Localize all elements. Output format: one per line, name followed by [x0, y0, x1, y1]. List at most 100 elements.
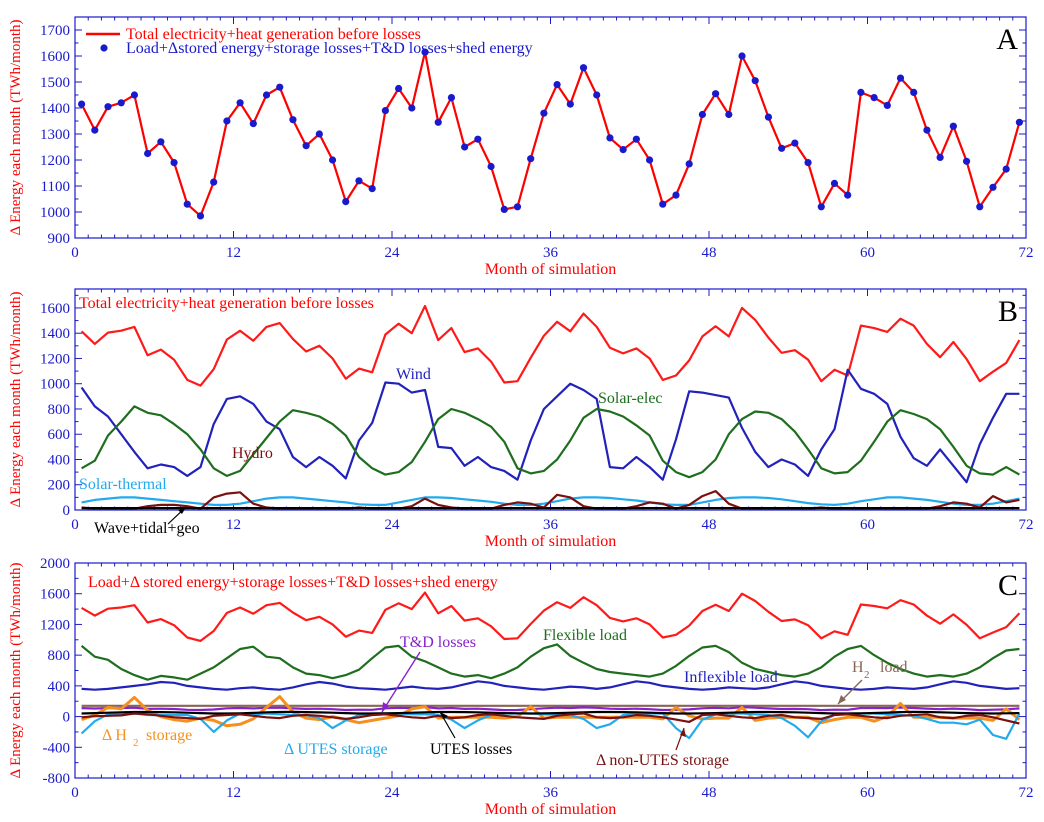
series-line: [81, 680, 1020, 691]
data-point: [130, 91, 139, 99]
y-tick-label: 200: [48, 478, 71, 494]
annotation-label: Δ non-UTES storage: [596, 752, 729, 769]
y-tick-label: 1200: [40, 351, 70, 367]
series-line: [81, 591, 1021, 642]
data-point: [513, 203, 522, 211]
data-point: [368, 185, 376, 193]
series-line: [81, 695, 1021, 728]
data-point: [170, 159, 178, 167]
annotation-label: UTES losses: [430, 741, 512, 758]
data-point: [434, 118, 442, 126]
data-point: [896, 74, 905, 82]
y-tick-label: 600: [48, 427, 71, 443]
data-point: [500, 205, 508, 213]
data-point: [857, 88, 865, 96]
panel-A: 0 12 24 36 48 60 72 900 1000 1100 1200 1300 1400 1500…: [8, 16, 1034, 278]
data-point: [276, 83, 284, 91]
y-tick-label: 1600: [40, 301, 70, 317]
annotation-label: Wind: [396, 366, 431, 383]
data-point: [91, 126, 99, 134]
panel-B: 0 12 24 36 48 60 72 0 200 400 600 800 1000 1200 1400 16…: [8, 288, 1034, 550]
data-point: [421, 48, 429, 56]
data-point: [989, 183, 997, 191]
y-tick-label: 1300: [40, 127, 70, 143]
series-line: [80, 368, 1020, 484]
data-point: [461, 143, 469, 151]
legend-swatch-marker: [100, 44, 108, 52]
panel-letter: A: [996, 23, 1018, 56]
data-point: [566, 100, 574, 108]
data-point: [949, 122, 957, 130]
data-point: [870, 94, 878, 102]
data-point: [262, 91, 271, 99]
data-point: [725, 110, 733, 119]
y-tick-label: 800: [48, 402, 71, 418]
data-point: [289, 116, 297, 124]
panel-letter: B: [998, 295, 1018, 328]
x-axis-label: Month of simulation: [485, 801, 617, 818]
data-point: [764, 113, 773, 121]
data-point: [553, 81, 561, 89]
y-tick-label: 1600: [40, 49, 70, 65]
y-tick-label: 400: [48, 452, 71, 468]
data-point: [342, 198, 350, 206]
x-tick-label: 12: [226, 785, 241, 801]
data-point: [830, 179, 839, 187]
annotation-label: Solar-thermal: [79, 476, 167, 493]
x-tick-label: 36: [543, 245, 559, 261]
x-tick-label: 48: [702, 517, 717, 533]
data-point: [685, 160, 693, 168]
x-tick-label: 48: [702, 245, 717, 261]
x-tick-label: 0: [71, 517, 79, 533]
series-line: [81, 710, 1020, 715]
data-point: [315, 130, 323, 138]
data-point: [210, 178, 218, 186]
data-point: [923, 126, 931, 134]
x-tick-label: 0: [71, 785, 79, 801]
annotation-label: load: [880, 659, 908, 676]
y-tick-label: 1200: [40, 153, 70, 169]
x-tick-label: 60: [860, 517, 875, 533]
annotation-label: Hydro: [232, 445, 273, 462]
annotation-arrowhead: [440, 712, 448, 719]
data-point: [328, 156, 337, 164]
data-point: [579, 64, 588, 72]
x-tick-label: 12: [226, 245, 241, 261]
series-line: [80, 643, 1020, 681]
series-line: [80, 51, 1021, 217]
x-tick-label: 24: [385, 517, 401, 533]
y-tick-label: 1500: [40, 75, 70, 91]
y-tick-label: 800: [48, 648, 71, 664]
series-line: [80, 304, 1021, 387]
x-tick-label: 36: [543, 785, 559, 801]
data-point: [619, 146, 627, 154]
data-point: [144, 149, 152, 158]
annotation-label: Load+Δ stored energy+storage losses+T&D …: [88, 574, 498, 591]
annotation-arrowhead: [382, 702, 389, 712]
legend-label: Total electricity+heat generation before…: [126, 26, 421, 43]
annotation-arrowhead: [680, 728, 686, 737]
data-point: [302, 142, 310, 150]
x-tick-label: 72: [1019, 245, 1034, 261]
y-tick-label: 1000: [40, 377, 70, 393]
y-tick-label: 0: [63, 710, 71, 726]
data-point: [645, 156, 654, 164]
data-point: [1015, 118, 1023, 126]
annotation-label: Solar-elec: [598, 390, 663, 407]
x-tick-label: 12: [226, 517, 241, 533]
data-point: [791, 139, 799, 147]
data-point: [606, 134, 614, 142]
data-point: [712, 90, 720, 98]
y-tick-label: 1100: [41, 179, 70, 195]
series-line: [81, 405, 1020, 479]
annotation-label: H: [852, 659, 864, 676]
x-axis-label: Month of simulation: [485, 261, 617, 278]
annotation-label: storage: [146, 727, 192, 744]
y-tick-label: 0: [63, 503, 71, 519]
series-line: [81, 705, 1020, 712]
y-tick-label: 1000: [40, 205, 70, 221]
y-axis-label: Δ Energy each month (TWh/month): [8, 563, 24, 779]
annotation-arrowhead: [178, 507, 186, 514]
data-point: [778, 144, 786, 152]
